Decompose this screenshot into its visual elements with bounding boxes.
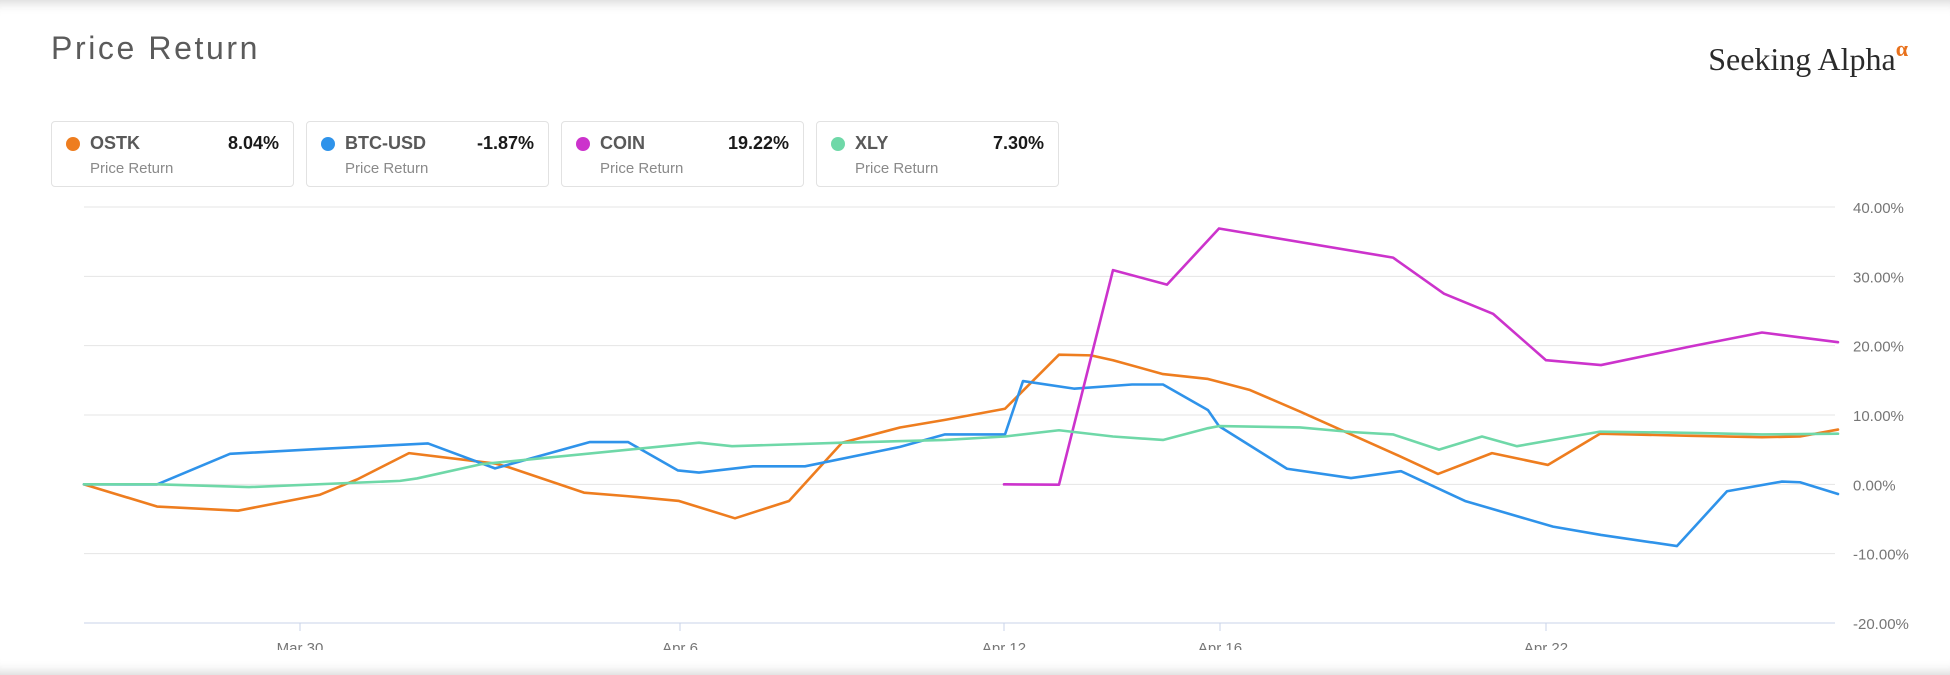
svg-text:-10.00%: -10.00% <box>1853 547 1909 564</box>
svg-text:-20.00%: -20.00% <box>1853 616 1909 633</box>
svg-text:Apr 22: Apr 22 <box>1524 640 1568 650</box>
svg-text:0.00%: 0.00% <box>1853 477 1896 494</box>
svg-text:20.00%: 20.00% <box>1853 339 1904 356</box>
svg-text:40.00%: 40.00% <box>1853 200 1904 217</box>
svg-text:Apr 16: Apr 16 <box>1198 640 1242 650</box>
svg-text:Apr 12: Apr 12 <box>982 640 1026 650</box>
svg-text:30.00%: 30.00% <box>1853 269 1904 286</box>
svg-text:10.00%: 10.00% <box>1853 408 1904 425</box>
svg-text:Mar 30: Mar 30 <box>277 640 324 650</box>
svg-text:Apr 6: Apr 6 <box>662 640 698 650</box>
